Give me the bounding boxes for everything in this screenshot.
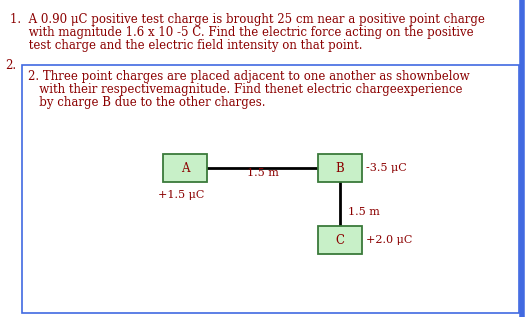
Text: by charge B due to the other charges.: by charge B due to the other charges. <box>28 96 266 109</box>
Text: with their respectivemagnitude. Find thenet electric chargeexperience: with their respectivemagnitude. Find the… <box>28 83 462 96</box>
Text: 1.5 m: 1.5 m <box>247 168 278 178</box>
Text: 1.  A 0.90 μC positive test charge is brought 25 cm near a positive point charge: 1. A 0.90 μC positive test charge is bro… <box>10 13 485 26</box>
Text: 2.: 2. <box>5 59 16 72</box>
Text: 1.5 m: 1.5 m <box>348 207 380 217</box>
Text: -3.5 μC: -3.5 μC <box>366 163 407 173</box>
Bar <box>318 154 362 182</box>
Text: +1.5 μC: +1.5 μC <box>158 190 205 200</box>
Text: B: B <box>336 161 345 174</box>
Text: test charge and the electric field intensity on that point.: test charge and the electric field inten… <box>10 39 362 52</box>
Text: with magnitude 1.6 x 10 -5 C. Find the electric force acting on the positive: with magnitude 1.6 x 10 -5 C. Find the e… <box>10 26 473 39</box>
Text: A: A <box>181 161 189 174</box>
Text: C: C <box>336 234 345 247</box>
Bar <box>22 65 519 313</box>
Text: +2.0 μC: +2.0 μC <box>366 235 412 245</box>
Text: 2. Three point charges are placed adjacent to one another as shownbelow: 2. Three point charges are placed adjace… <box>28 70 470 83</box>
Bar <box>318 226 362 254</box>
Bar <box>163 154 207 182</box>
